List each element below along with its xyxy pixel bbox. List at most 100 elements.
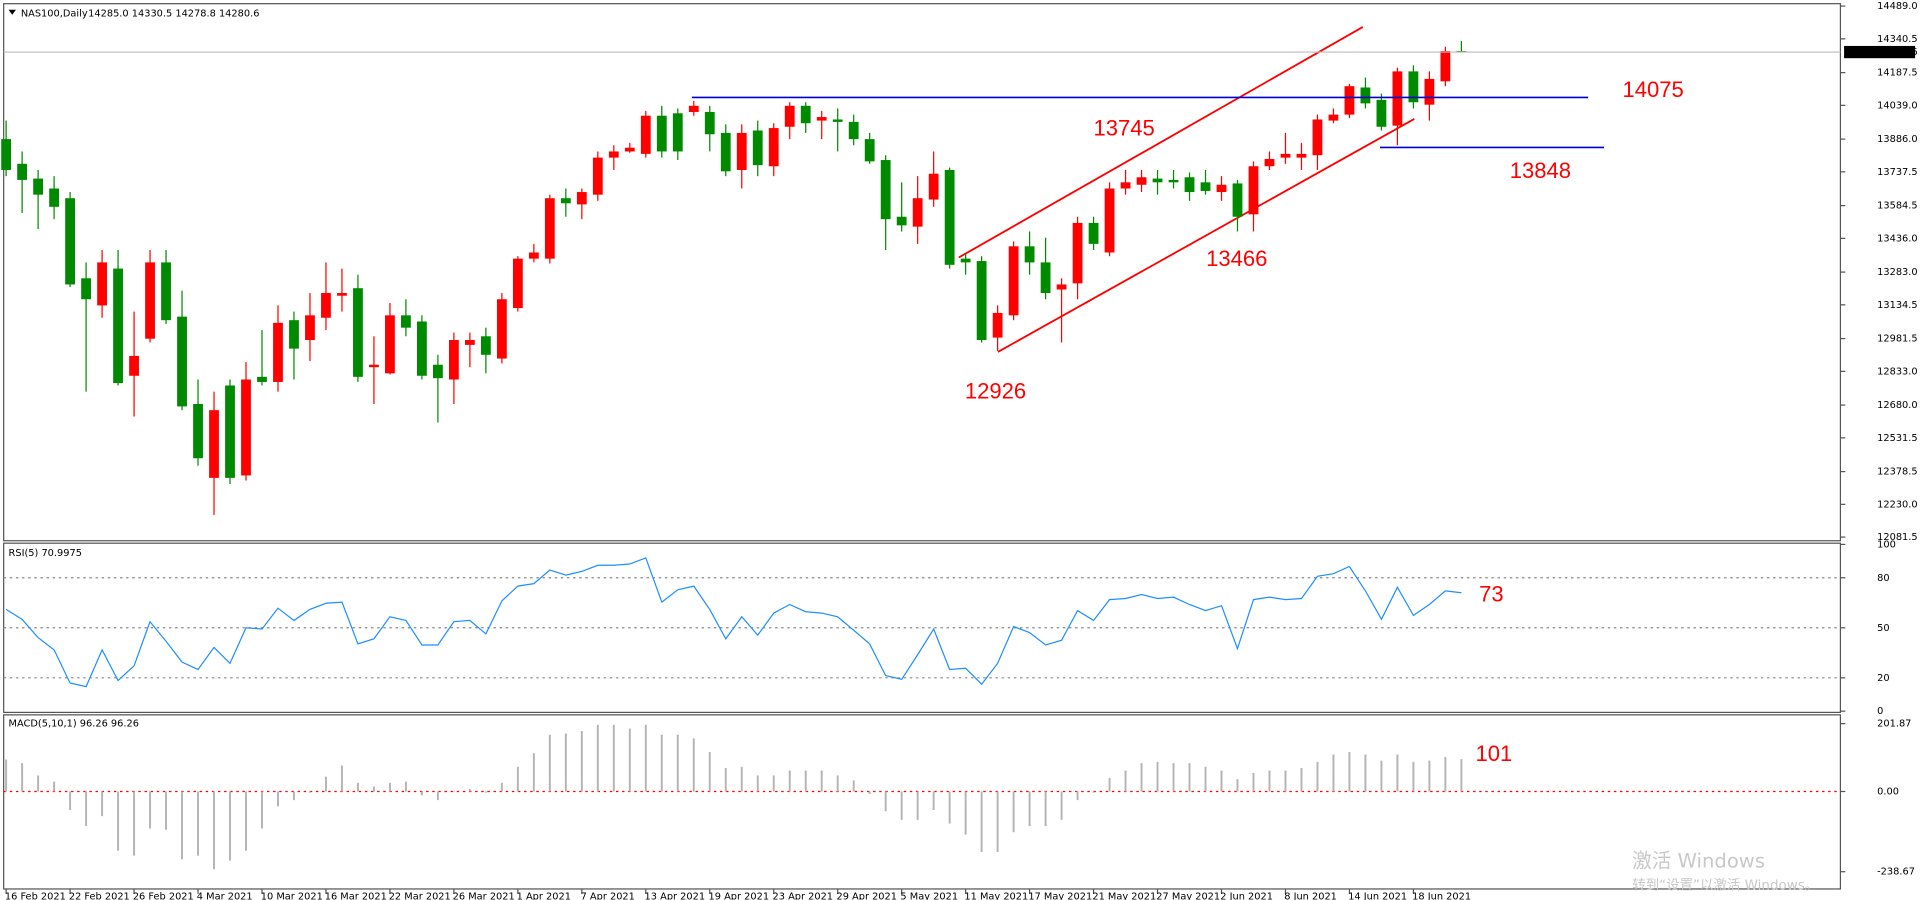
candle-body	[17, 163, 28, 180]
candle-body	[1440, 51, 1451, 82]
candle-body	[512, 258, 523, 309]
candle-body	[289, 320, 299, 349]
y-tick-label: 20	[1877, 673, 1889, 684]
annotation: 13745	[1093, 116, 1154, 141]
y-tick-label: 14039.0	[1877, 100, 1917, 111]
candle-body	[1088, 222, 1099, 244]
candle-body	[768, 128, 779, 167]
candle-body	[1168, 179, 1179, 183]
candle-body	[1392, 71, 1403, 126]
y-tick-label: 14340.5	[1877, 34, 1917, 45]
candle-body	[1344, 86, 1355, 115]
candle-body	[1216, 184, 1227, 193]
x-tick-label: 16 Mar 2021	[325, 891, 387, 900]
candle-body	[241, 379, 251, 476]
candle-body	[528, 252, 539, 259]
candle-body	[97, 262, 107, 306]
y-tick-label: 14187.5	[1877, 68, 1917, 79]
candle-body	[608, 151, 619, 158]
x-tick-label: 18 Jun 2021	[1412, 891, 1471, 900]
candle-body	[1424, 78, 1435, 105]
x-tick-label: 26 Feb 2021	[133, 891, 194, 900]
candle-body	[1040, 262, 1051, 294]
candle-body	[369, 364, 379, 368]
x-tick-label: 11 May 2021	[964, 891, 1028, 900]
x-tick-label: 22 Mar 2021	[389, 891, 451, 900]
candle-body	[960, 258, 971, 263]
y-tick-label: 12230.0	[1877, 499, 1917, 510]
candle-body	[864, 139, 875, 162]
y-tick-label: 13283.0	[1877, 267, 1917, 278]
y-tick-label: 12680.0	[1877, 400, 1917, 411]
y-tick-label: -238.67	[1877, 867, 1915, 878]
candle-body	[592, 157, 603, 195]
y-tick-label: 80	[1877, 573, 1889, 584]
watermark-subtitle: 转到“设置”以激活 Windows。	[1632, 877, 1818, 893]
candle-body	[480, 336, 491, 355]
candle-body	[752, 130, 763, 166]
candle-body	[640, 115, 651, 154]
y-tick-label: 201.87	[1877, 719, 1911, 730]
y-tick-label: 13584.5	[1877, 201, 1917, 212]
candle-body	[113, 268, 123, 384]
indicator-title: RSI(5) 70.9975	[9, 548, 82, 559]
candle-body	[161, 262, 171, 321]
candle-body	[848, 121, 859, 140]
candle-body	[1408, 71, 1419, 103]
candle-body	[225, 385, 235, 478]
x-tick-label: 8 Jun 2021	[1284, 891, 1337, 900]
annotation: 12926	[965, 378, 1026, 403]
annotation: 13466	[1206, 246, 1267, 271]
x-tick-label: 22 Feb 2021	[69, 891, 130, 900]
candle-body	[464, 340, 475, 345]
x-tick-label: 23 Apr 2021	[773, 891, 834, 900]
candle-body	[353, 288, 363, 377]
candle-body	[321, 293, 331, 318]
candle-body	[81, 278, 91, 300]
current-price: 14280.6	[1877, 47, 1917, 58]
candle-body	[1328, 114, 1339, 121]
candle-body	[1376, 99, 1387, 127]
candle-body	[385, 315, 395, 374]
candle-body	[1232, 183, 1243, 217]
indicator-title: MACD(5,10,1) 96.26 96.26	[9, 718, 139, 729]
candle-body	[1200, 182, 1211, 191]
candle-body	[33, 178, 44, 195]
candle-body	[273, 322, 283, 382]
candle-body	[704, 111, 715, 135]
candle-body	[1136, 177, 1147, 185]
channel-upper	[958, 26, 1364, 259]
annotation: 101	[1476, 741, 1513, 766]
macd-panel	[3, 714, 1842, 890]
x-tick-label: 5 May 2021	[900, 891, 958, 900]
y-tick-label: 12981.5	[1877, 334, 1917, 345]
y-tick-label: 13737.5	[1877, 167, 1917, 178]
candle-body	[337, 293, 347, 296]
menu-arrow[interactable]	[8, 9, 16, 15]
x-tick-label: 19 Apr 2021	[709, 891, 770, 900]
candle-body	[736, 132, 747, 170]
x-tick-label: 13 Apr 2021	[645, 891, 706, 900]
x-tick-label: 16 Feb 2021	[5, 891, 66, 900]
channel-lower	[997, 118, 1415, 353]
x-tick-label: 17 May 2021	[1028, 891, 1092, 900]
candle-body	[944, 169, 955, 265]
x-tick-label: 26 Mar 2021	[453, 891, 515, 900]
candle-body	[560, 198, 571, 204]
candle-body	[576, 192, 587, 205]
candle-body	[1264, 158, 1275, 167]
x-tick-label: 10 Mar 2021	[261, 891, 323, 900]
symbol: NAS100,Daily	[21, 8, 88, 19]
x-tick-label: 2 Jun 2021	[1220, 891, 1273, 900]
annotation: 13848	[1510, 158, 1571, 183]
x-tick-label: 7 Apr 2021	[581, 891, 635, 900]
candle-body	[129, 355, 139, 376]
y-tick-label: 12531.5	[1877, 433, 1917, 444]
candle-body	[305, 315, 315, 341]
annotation: 73	[1479, 581, 1504, 606]
candle-body	[209, 410, 219, 478]
candle-body	[1072, 222, 1083, 284]
x-tick-label: 27 May 2021	[1156, 891, 1220, 900]
candle-body	[1, 139, 12, 170]
